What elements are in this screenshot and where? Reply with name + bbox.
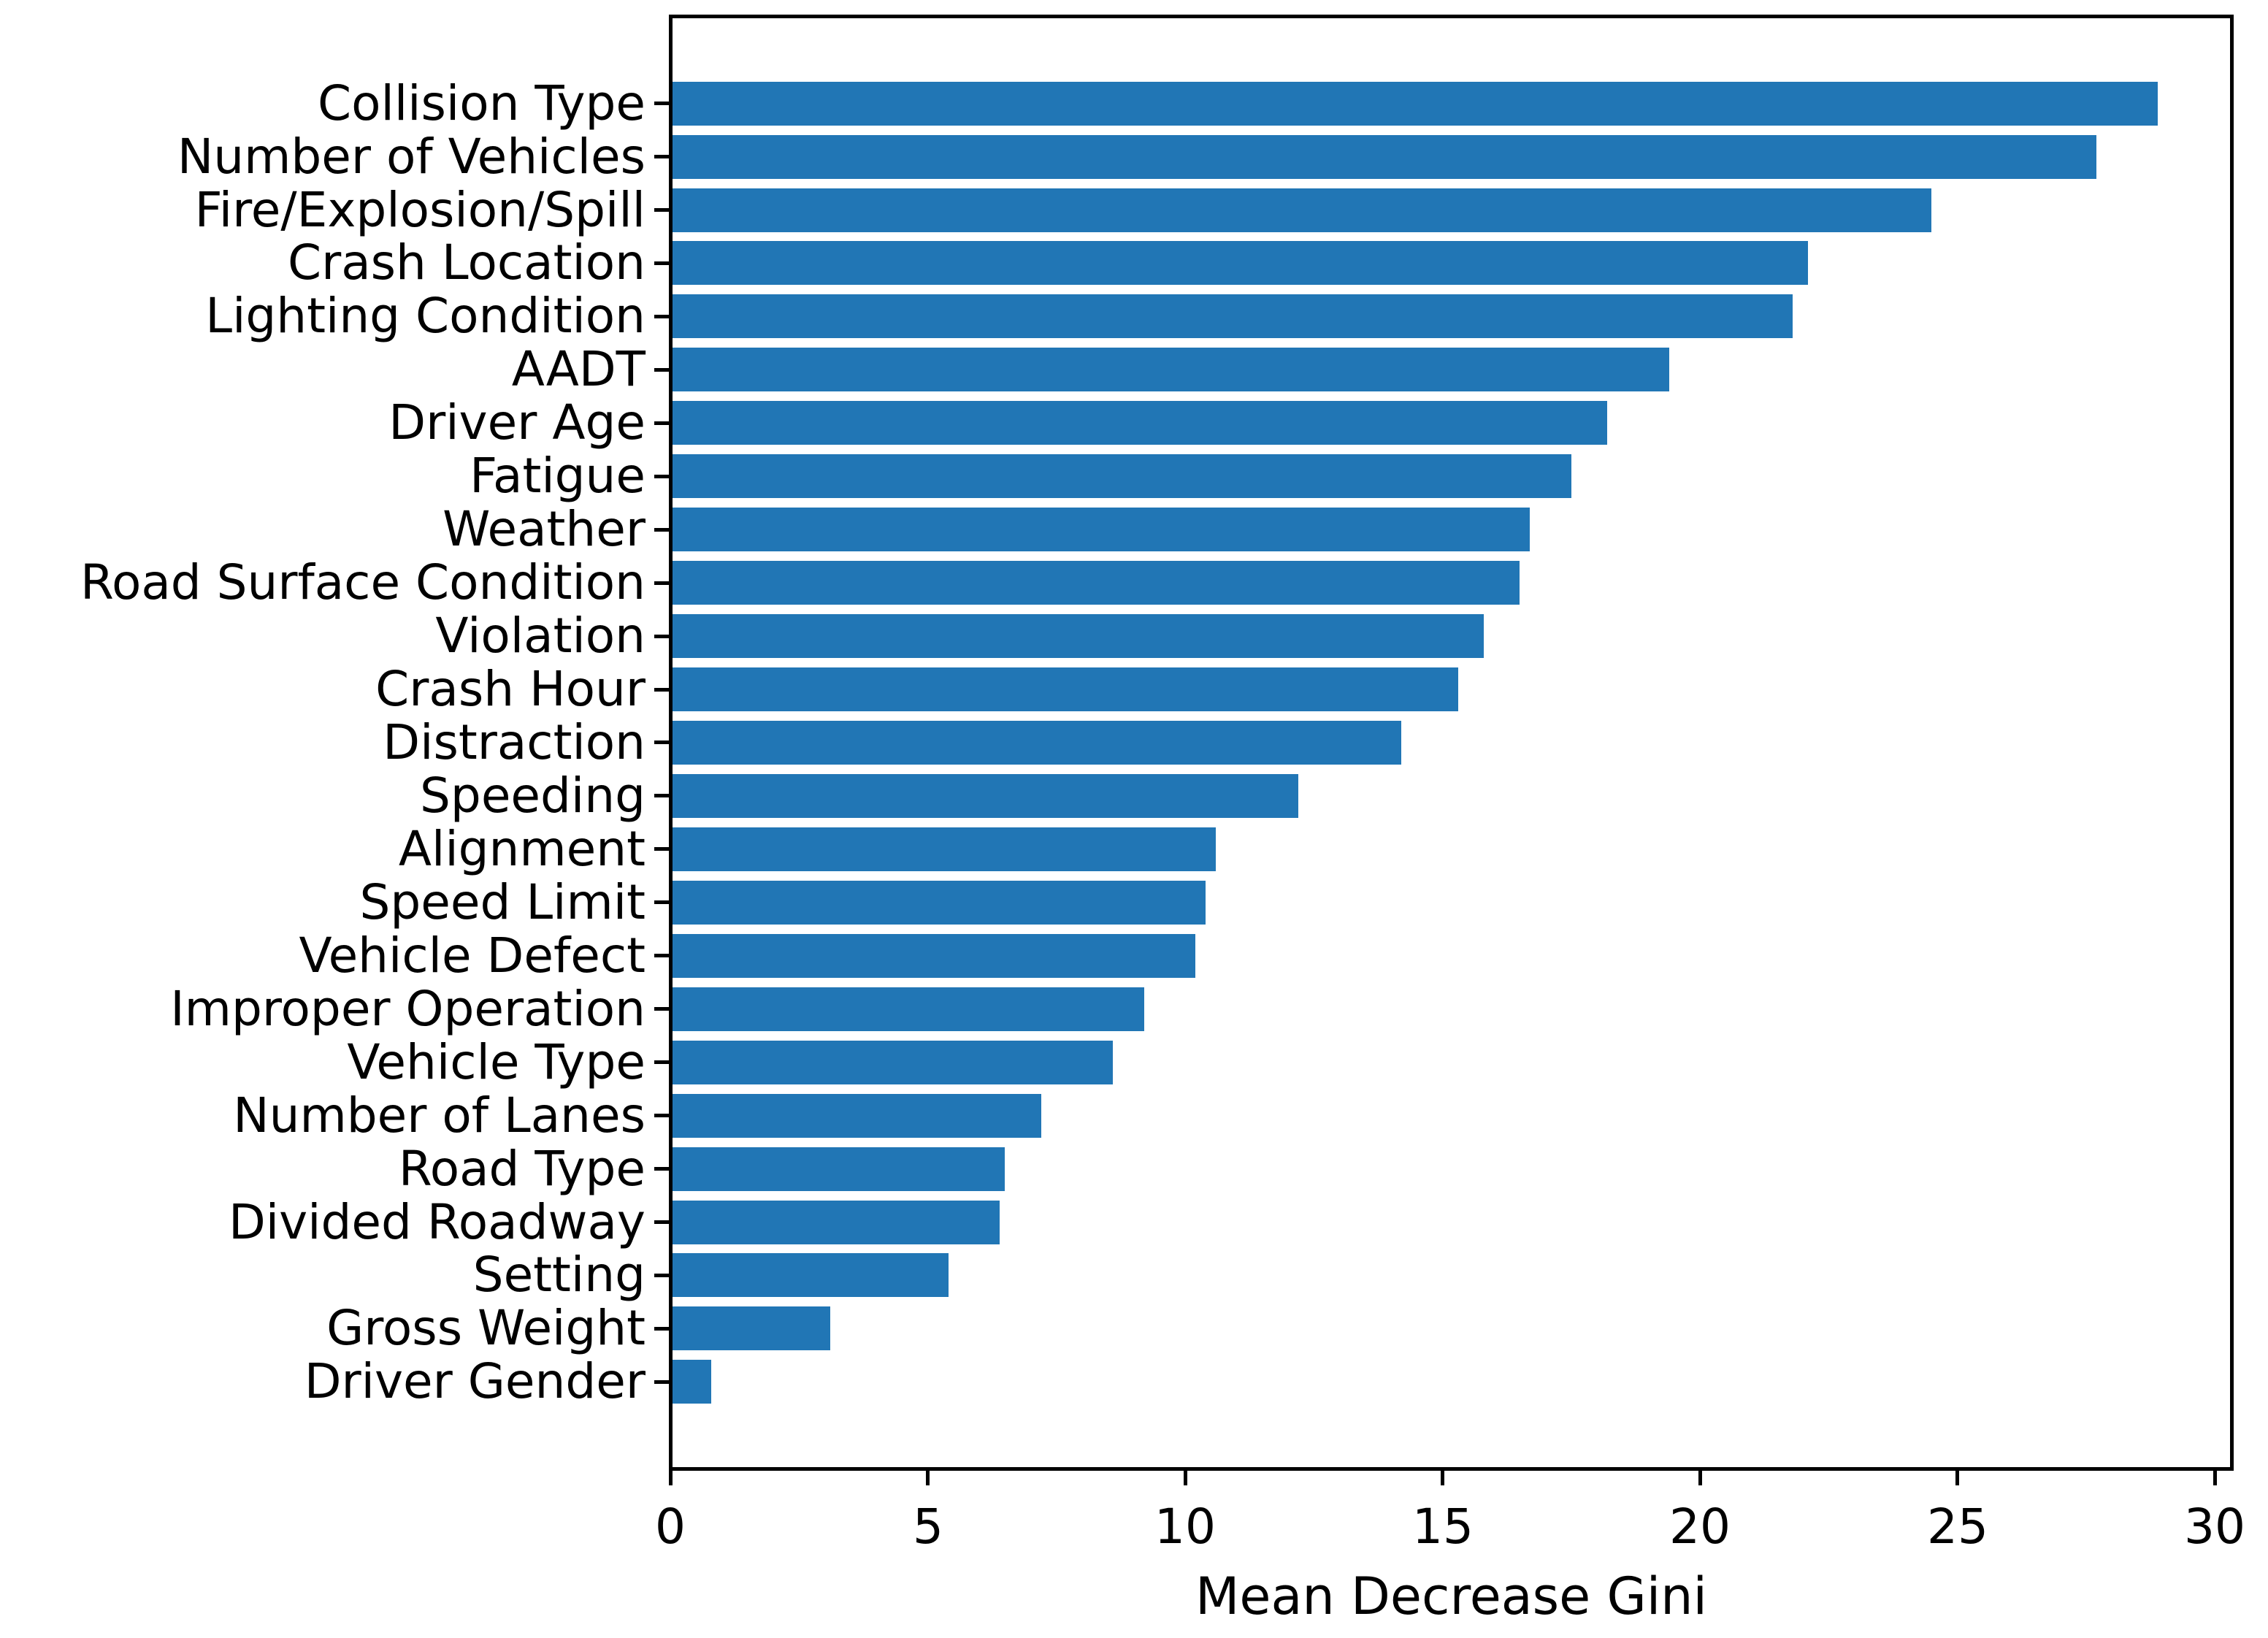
y-label-weather: Weather bbox=[443, 501, 645, 557]
x-tick-10 bbox=[1184, 1469, 1187, 1485]
y-label-vehicle-type: Vehicle Type bbox=[347, 1034, 645, 1090]
bar-violation bbox=[670, 614, 1484, 658]
y-tick-distraction bbox=[654, 740, 670, 744]
bar-divided-roadway bbox=[670, 1201, 1000, 1244]
x-tick-20 bbox=[1698, 1469, 1702, 1485]
y-label-divided-roadway: Divided Roadway bbox=[228, 1194, 645, 1250]
bar-number-of-vehicles bbox=[670, 135, 2096, 179]
y-tick-alignment bbox=[654, 847, 670, 851]
bar-vehicle-type bbox=[670, 1041, 1113, 1084]
y-label-distraction: Distraction bbox=[383, 714, 645, 770]
y-label-crash-hour: Crash Hour bbox=[375, 661, 645, 717]
y-label-driver-gender: Driver Gender bbox=[304, 1353, 645, 1409]
bar-alignment bbox=[670, 827, 1216, 871]
bar-improper-operation bbox=[670, 987, 1144, 1031]
x-tick-label-30: 30 bbox=[2184, 1499, 2245, 1555]
y-tick-weather bbox=[654, 528, 670, 532]
bar-crash-location bbox=[670, 241, 1808, 285]
y-tick-aadt bbox=[654, 368, 670, 372]
bar-speed-limit bbox=[670, 881, 1206, 925]
bar-speeding bbox=[670, 774, 1298, 818]
bar-gross-weight bbox=[670, 1306, 830, 1350]
bar-number-of-lanes bbox=[670, 1094, 1041, 1138]
bar-driver-gender bbox=[670, 1360, 711, 1404]
bar-fire-explosion-spill bbox=[670, 188, 1931, 232]
y-tick-fatigue bbox=[654, 475, 670, 478]
y-tick-crash-hour bbox=[654, 688, 670, 692]
y-label-aadt: AADT bbox=[511, 341, 645, 397]
x-axis-title: Mean Decrease Gini bbox=[1195, 1566, 1707, 1626]
y-tick-road-surface-condition bbox=[654, 581, 670, 585]
x-tick-label-5: 5 bbox=[913, 1499, 943, 1555]
bar-road-surface-condition bbox=[670, 561, 1520, 605]
x-tick-label-0: 0 bbox=[655, 1499, 686, 1555]
y-tick-divided-roadway bbox=[654, 1220, 670, 1224]
x-tick-label-25: 25 bbox=[1927, 1499, 1988, 1555]
bar-collision-type bbox=[670, 82, 2158, 126]
y-label-fatigue: Fatigue bbox=[470, 448, 645, 504]
bar-vehicle-defect bbox=[670, 934, 1195, 978]
x-tick-0 bbox=[669, 1469, 673, 1485]
y-label-fire-explosion-spill: Fire/Explosion/Spill bbox=[194, 182, 645, 238]
x-tick-25 bbox=[1955, 1469, 1959, 1485]
y-label-improper-operation: Improper Operation bbox=[170, 981, 645, 1037]
y-label-vehicle-defect: Vehicle Defect bbox=[299, 927, 645, 984]
y-label-speeding: Speeding bbox=[420, 768, 645, 824]
y-label-lighting-condition: Lighting Condition bbox=[205, 288, 645, 344]
y-tick-lighting-condition bbox=[654, 315, 670, 318]
bar-distraction bbox=[670, 721, 1401, 765]
y-tick-speeding bbox=[654, 794, 670, 797]
y-tick-improper-operation bbox=[654, 1007, 670, 1011]
y-tick-collision-type bbox=[654, 102, 670, 105]
bar-driver-age bbox=[670, 401, 1607, 445]
y-tick-number-of-vehicles bbox=[654, 155, 670, 158]
x-tick-label-20: 20 bbox=[1669, 1499, 1731, 1555]
y-tick-driver-age bbox=[654, 421, 670, 425]
bar-aadt bbox=[670, 348, 1669, 391]
y-label-crash-location: Crash Location bbox=[287, 234, 645, 291]
y-tick-vehicle-defect bbox=[654, 954, 670, 957]
y-label-number-of-lanes: Number of Lanes bbox=[233, 1087, 645, 1144]
y-label-road-surface-condition: Road Surface Condition bbox=[80, 554, 645, 611]
x-tick-30 bbox=[2213, 1469, 2217, 1485]
bar-crash-hour bbox=[670, 667, 1458, 711]
y-label-violation: Violation bbox=[435, 608, 645, 664]
x-tick-label-15: 15 bbox=[1412, 1499, 1474, 1555]
y-label-number-of-vehicles: Number of Vehicles bbox=[177, 129, 645, 185]
y-tick-number-of-lanes bbox=[654, 1114, 670, 1117]
y-tick-driver-gender bbox=[654, 1380, 670, 1384]
x-tick-5 bbox=[926, 1469, 930, 1485]
bar-setting bbox=[670, 1253, 949, 1297]
y-label-collision-type: Collision Type bbox=[318, 75, 645, 131]
x-tick-15 bbox=[1441, 1469, 1444, 1485]
y-label-road-type: Road Type bbox=[398, 1141, 645, 1197]
y-label-alignment: Alignment bbox=[398, 821, 645, 877]
y-label-gross-weight: Gross Weight bbox=[326, 1300, 645, 1356]
y-tick-gross-weight bbox=[654, 1327, 670, 1331]
y-tick-speed-limit bbox=[654, 900, 670, 904]
y-tick-violation bbox=[654, 635, 670, 638]
x-tick-label-10: 10 bbox=[1154, 1499, 1216, 1555]
y-tick-fire-explosion-spill bbox=[654, 208, 670, 212]
bar-weather bbox=[670, 508, 1530, 551]
y-tick-road-type bbox=[654, 1167, 670, 1171]
y-label-driver-age: Driver Age bbox=[388, 394, 645, 451]
bar-lighting-condition bbox=[670, 294, 1793, 338]
bar-road-type bbox=[670, 1147, 1005, 1191]
y-label-setting: Setting bbox=[472, 1247, 645, 1303]
y-label-speed-limit: Speed Limit bbox=[359, 874, 646, 930]
bar-fatigue bbox=[670, 454, 1571, 498]
y-tick-crash-location bbox=[654, 261, 670, 265]
y-tick-vehicle-type bbox=[654, 1060, 670, 1064]
y-tick-setting bbox=[654, 1274, 670, 1277]
